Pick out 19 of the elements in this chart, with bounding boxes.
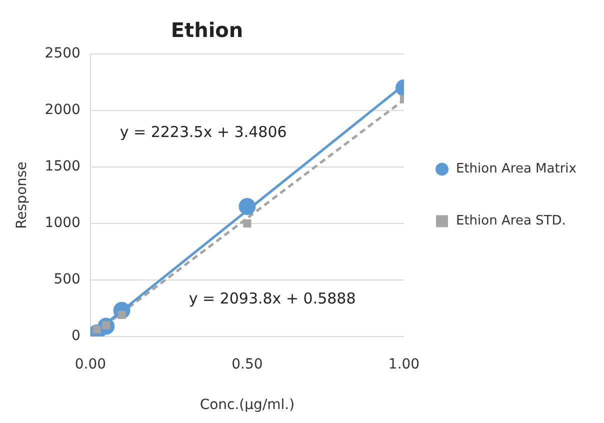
y-tick-label: 1500 <box>44 158 80 175</box>
legend-label: Ethion Area Matrix <box>456 162 577 177</box>
chart-title: Ethion <box>170 18 244 42</box>
annotation: y = 2223.5x + 3.4806 <box>120 122 287 141</box>
legend-label: Ethion Area STD. <box>456 214 566 229</box>
x-tick-label: 0.00 <box>74 356 106 372</box>
y-axis-title: Response <box>14 162 30 229</box>
x-axis-title: Conc.(µg/ml.) <box>200 397 295 414</box>
x-tick-label: 1.00 <box>388 356 420 372</box>
annotation: y = 2093.8x + 0.5888 <box>188 290 356 308</box>
y-tick-label: 0 <box>72 328 80 344</box>
point <box>238 198 256 215</box>
y-tick-label: 500 <box>54 272 80 288</box>
y-tick-label: 2500 <box>44 46 80 62</box>
y-tick-label: 2000 <box>44 102 80 118</box>
point <box>118 310 126 319</box>
x-tick-label: 0.50 <box>232 356 263 372</box>
y-tick-label: 1000 <box>44 215 80 232</box>
point <box>243 219 252 228</box>
